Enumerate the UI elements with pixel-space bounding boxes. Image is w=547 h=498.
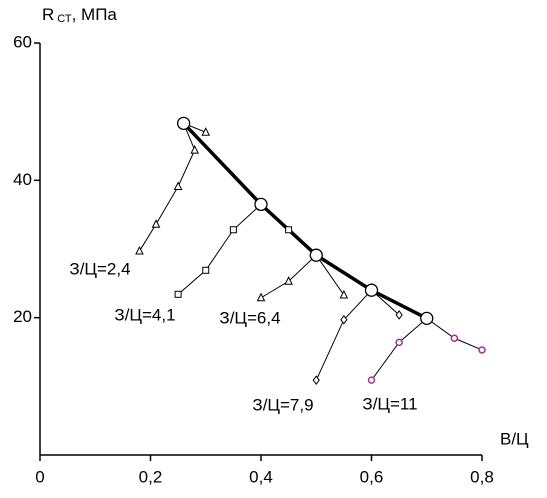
series-label: З/Ц=6,4 xyxy=(219,308,280,327)
marker xyxy=(254,197,268,212)
marker xyxy=(284,276,293,285)
marker xyxy=(190,145,200,154)
x-tick-label: 0 xyxy=(35,467,44,486)
x-tick-label: 0,2 xyxy=(139,467,163,486)
marker xyxy=(135,245,144,255)
y-axis-label: R СТ, МПа xyxy=(42,5,117,24)
marker xyxy=(201,127,211,136)
y-label-unit: , МПа xyxy=(72,5,118,24)
series-label: З/Ц=4,1 xyxy=(114,305,175,324)
series-line xyxy=(177,203,289,295)
marker xyxy=(364,283,379,297)
marker xyxy=(256,292,266,302)
y-tick-label: 40 xyxy=(13,170,32,189)
marker xyxy=(176,116,191,130)
marker xyxy=(395,310,403,320)
marker xyxy=(151,219,161,228)
marker xyxy=(229,226,237,234)
x-tick-label: 0,6 xyxy=(360,467,384,486)
y-tick-label: 20 xyxy=(13,307,32,326)
marker xyxy=(367,376,376,384)
marker xyxy=(478,346,486,354)
marker xyxy=(395,338,403,347)
series-line xyxy=(260,254,345,299)
y-label-main: R xyxy=(42,5,54,24)
marker xyxy=(450,334,459,343)
x-tick-label: 0,4 xyxy=(249,467,273,486)
marker xyxy=(340,314,348,325)
series-line xyxy=(315,289,400,381)
marker xyxy=(173,181,183,191)
series-label: З/Ц=2,4 xyxy=(69,259,130,278)
marker xyxy=(285,226,293,234)
marker xyxy=(339,289,349,299)
x-axis-label: В/Ц xyxy=(500,429,529,448)
series-line xyxy=(139,122,206,252)
series-line xyxy=(371,317,483,381)
marker xyxy=(309,248,323,262)
optimum-line xyxy=(182,122,428,320)
y-tick-label: 60 xyxy=(13,32,32,51)
series-label: З/Ц=7,9 xyxy=(252,395,313,414)
x-tick-label: 0,8 xyxy=(470,467,494,486)
marker xyxy=(202,266,210,274)
marker xyxy=(312,375,320,385)
marker xyxy=(174,290,182,298)
series-label: З/Ц=11 xyxy=(362,394,417,413)
y-label-sub: СТ xyxy=(57,13,72,25)
marker xyxy=(420,311,434,326)
